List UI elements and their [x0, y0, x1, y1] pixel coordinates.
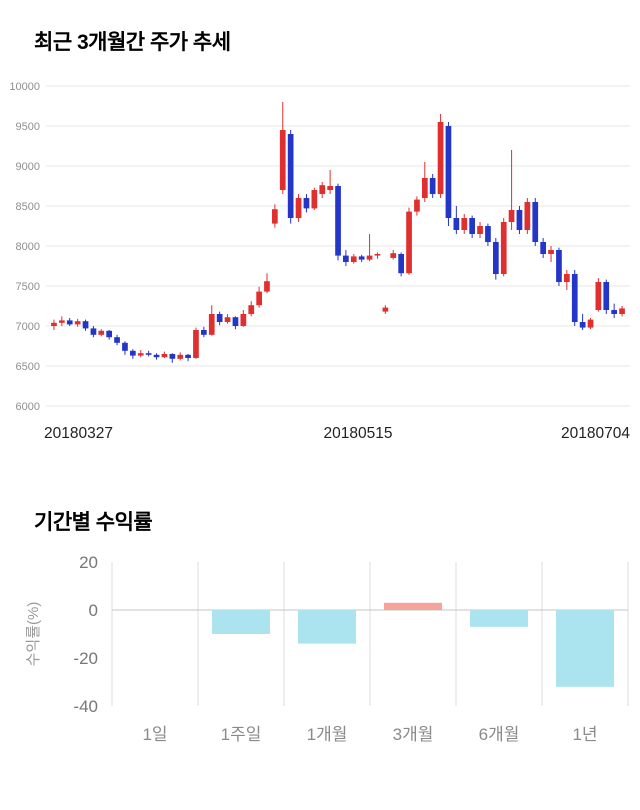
svg-text:20180327: 20180327: [44, 425, 113, 442]
svg-text:6500: 6500: [16, 361, 40, 373]
candlestick-chart-canvas: 10000 9500 9000 8500 8000 7500 7000 6500 6000 201…: [9, 81, 630, 442]
svg-text:20180704: 20180704: [561, 425, 630, 442]
svg-text:0: 0: [89, 601, 98, 620]
svg-text:수익률(%): 수익률(%): [25, 602, 42, 667]
returns-title: 기간별 수익률: [34, 511, 153, 534]
svg-text:7000: 7000: [16, 321, 40, 333]
svg-text:9000: 9000: [16, 161, 40, 173]
returns-bar-chart-canvas: 20 0 -20 -40 수익률(%) 1일 1주일 1개월 3개월 6개월 1년: [25, 553, 629, 744]
svg-text:-20: -20: [73, 649, 98, 668]
price-trend-title: 최근 3개월간 주가 추세: [34, 31, 231, 54]
svg-text:9500: 9500: [16, 121, 40, 133]
svg-text:20: 20: [79, 553, 98, 572]
svg-text:6개월: 6개월: [479, 725, 520, 744]
svg-text:1년: 1년: [572, 725, 597, 744]
svg-text:8000: 8000: [16, 241, 40, 253]
svg-text:7500: 7500: [16, 281, 40, 293]
svg-text:1일: 1일: [142, 725, 167, 744]
svg-text:1개월: 1개월: [307, 725, 348, 744]
svg-text:6000: 6000: [16, 401, 40, 413]
svg-text:10000: 10000: [9, 81, 40, 93]
svg-text:20180515: 20180515: [324, 425, 393, 442]
price-trend-chart: 10000 9500 9000 8500 8000 7500 7000 6500 6000 201…: [0, 68, 640, 448]
svg-text:8500: 8500: [16, 201, 40, 213]
svg-text:1주일: 1주일: [221, 725, 262, 744]
svg-text:-40: -40: [73, 697, 98, 716]
svg-text:3개월: 3개월: [393, 725, 434, 744]
returns-chart: 20 0 -20 -40 수익률(%) 1일 1주일 1개월 3개월 6개월 1년: [0, 548, 640, 758]
